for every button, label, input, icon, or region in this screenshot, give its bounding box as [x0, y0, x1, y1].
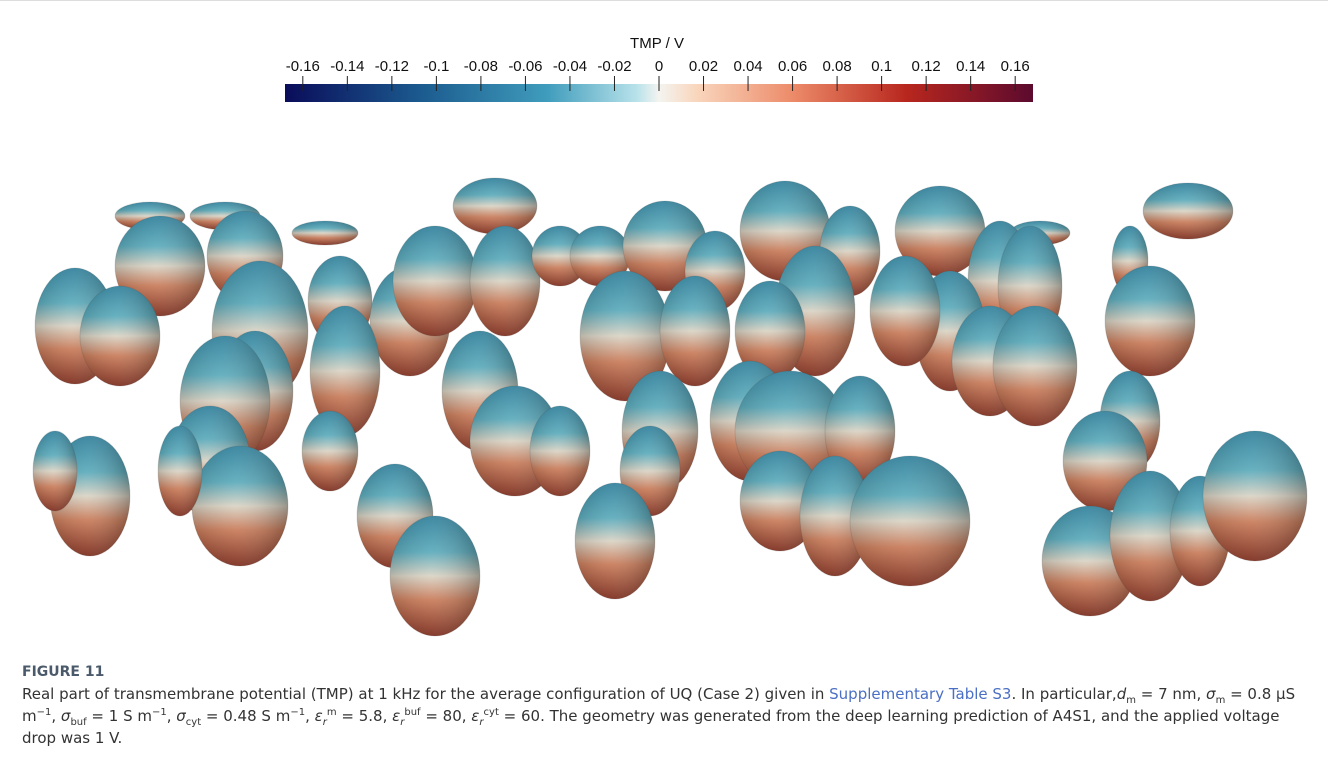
- cell-shade: [292, 221, 358, 245]
- caption-run: = 0.48 S m: [201, 707, 290, 725]
- caption-run: −1: [290, 707, 305, 718]
- cell-shade: [393, 226, 477, 336]
- tick-label: 0.08: [822, 58, 851, 75]
- caption-run: Real part of transmembrane potential (TM…: [22, 685, 829, 703]
- tick-label: -0.04: [553, 58, 587, 75]
- tick-label: -0.16: [286, 58, 320, 75]
- tick-label: -0.06: [508, 58, 542, 75]
- tick-label: 0.1: [871, 58, 892, 75]
- cells: [33, 178, 1307, 636]
- caption-run: buf: [404, 707, 420, 718]
- caption-run[interactable]: Supplementary Table S3: [829, 685, 1011, 703]
- page: TMP / V -0.16 -0.14 -0.12 -0.1 -0.08 -0.06 -0.…: [0, 0, 1328, 778]
- tick-label: 0.16: [1001, 58, 1030, 75]
- tick-label: 0.04: [733, 58, 762, 75]
- caption-run: r: [479, 717, 483, 728]
- caption-run: cyt: [186, 717, 201, 728]
- cell-shade: [80, 286, 160, 386]
- caption-run: = 1 S m: [87, 707, 152, 725]
- tick-label: -0.08: [464, 58, 498, 75]
- caption-run: . In particular,: [1011, 685, 1116, 703]
- tick-label: -0.12: [375, 58, 409, 75]
- cell-shade: [575, 483, 655, 599]
- tick-label: 0.02: [689, 58, 718, 75]
- tick-label: 0.06: [778, 58, 807, 75]
- caption-run: = 7 nm,: [1136, 685, 1206, 703]
- caption-run: = 5.8,: [337, 707, 393, 725]
- figure-label: FIGURE 11: [22, 661, 1312, 683]
- caption-run: r: [323, 717, 327, 728]
- caption-run: ε: [315, 707, 323, 725]
- cell-shade: [993, 306, 1077, 426]
- tick-label: -0.14: [330, 58, 364, 75]
- caption-run: ε: [392, 707, 400, 725]
- cell-shade: [530, 406, 590, 496]
- cell-shade: [453, 178, 537, 234]
- cell-shade: [390, 516, 480, 636]
- cell-shade: [1143, 183, 1233, 239]
- cell-shade: [192, 446, 288, 566]
- cell-shade: [870, 256, 940, 366]
- caption-run: buf: [70, 717, 86, 728]
- caption-run: σ: [176, 707, 186, 725]
- tick-label: -0.02: [597, 58, 631, 75]
- tick-label: 0.12: [912, 58, 941, 75]
- cell-shade: [1203, 431, 1307, 561]
- caption-run: m: [327, 707, 337, 718]
- tick-label: -0.1: [423, 58, 449, 75]
- caption-text: Real part of transmembrane potential (TM…: [22, 685, 1295, 747]
- caption-run: −1: [152, 707, 167, 718]
- caption-run: r: [400, 717, 404, 728]
- tick-label: 0.14: [956, 58, 985, 75]
- caption-run: cyt: [484, 707, 499, 718]
- caption-run: −1: [37, 707, 52, 718]
- figure: TMP / V -0.16 -0.14 -0.12 -0.1 -0.08 -0.06 -0.…: [0, 1, 1328, 651]
- cell-shade: [33, 431, 77, 511]
- cell-shade: [158, 426, 202, 516]
- cell-shade: [1105, 266, 1195, 376]
- caption: FIGURE 11 Real part of transmembrane pot…: [22, 661, 1312, 749]
- caption-run: ,: [305, 707, 315, 725]
- cell-shade: [302, 411, 358, 491]
- caption-run: σ: [61, 707, 71, 725]
- tick-label: 0: [655, 58, 663, 75]
- caption-run: ,: [167, 707, 177, 725]
- caption-run: ,: [51, 707, 61, 725]
- caption-run: m: [1216, 695, 1226, 706]
- caption-run: = 80,: [421, 707, 472, 725]
- cell-shade: [660, 276, 730, 386]
- caption-run: σ: [1206, 685, 1216, 703]
- caption-run: m: [1126, 695, 1136, 706]
- caption-run: d: [1117, 685, 1127, 703]
- colorbar-label: TMP / V: [630, 35, 684, 52]
- cell-shade: [850, 456, 970, 586]
- cell-shade: [470, 226, 540, 336]
